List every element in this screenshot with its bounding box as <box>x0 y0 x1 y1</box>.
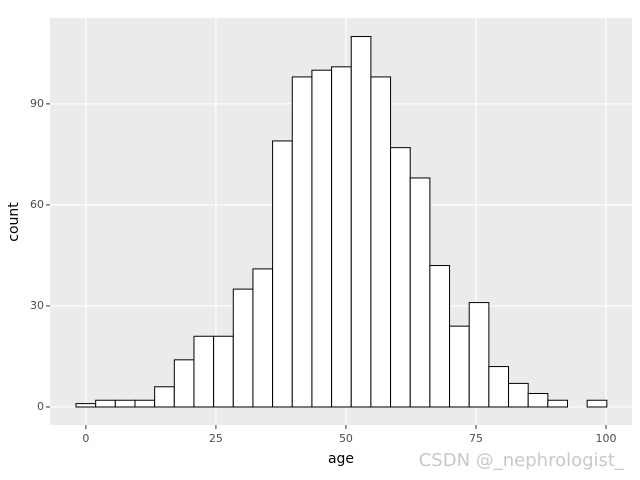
bar <box>409 177 431 408</box>
bar <box>449 325 470 408</box>
bar <box>154 386 175 408</box>
watermark: CSDN @_nephrologist_ <box>419 450 625 471</box>
bar <box>331 66 352 408</box>
bar <box>586 399 608 408</box>
bar <box>232 288 254 408</box>
bar <box>213 335 234 408</box>
bar <box>468 302 490 408</box>
x-tick-label: 50 <box>339 432 353 445</box>
bar <box>134 399 156 408</box>
bar <box>390 147 411 408</box>
bar <box>350 36 372 408</box>
bar <box>291 76 313 408</box>
bar <box>173 359 195 408</box>
bar <box>527 393 549 408</box>
bar <box>95 399 116 408</box>
y-axis-title: count <box>6 202 22 242</box>
bar <box>252 268 274 408</box>
bar <box>272 140 293 408</box>
x-axis-title: age <box>328 451 354 467</box>
bar <box>488 366 510 408</box>
x-tick-label: 0 <box>82 432 89 445</box>
x-tick-label: 75 <box>469 432 483 445</box>
x-tick-label: 25 <box>209 432 223 445</box>
bar <box>547 399 569 408</box>
x-tick-label: 100 <box>595 432 616 445</box>
bar <box>75 403 97 408</box>
bar <box>508 382 529 408</box>
bar <box>429 265 451 408</box>
bar <box>370 76 392 408</box>
bar <box>114 399 136 408</box>
bar <box>193 335 215 408</box>
y-tick-label: 0 <box>37 400 44 413</box>
y-tick-label: 30 <box>30 299 44 312</box>
bar <box>311 69 333 408</box>
y-tick-label: 90 <box>30 97 44 110</box>
y-tick-label: 60 <box>30 198 44 211</box>
